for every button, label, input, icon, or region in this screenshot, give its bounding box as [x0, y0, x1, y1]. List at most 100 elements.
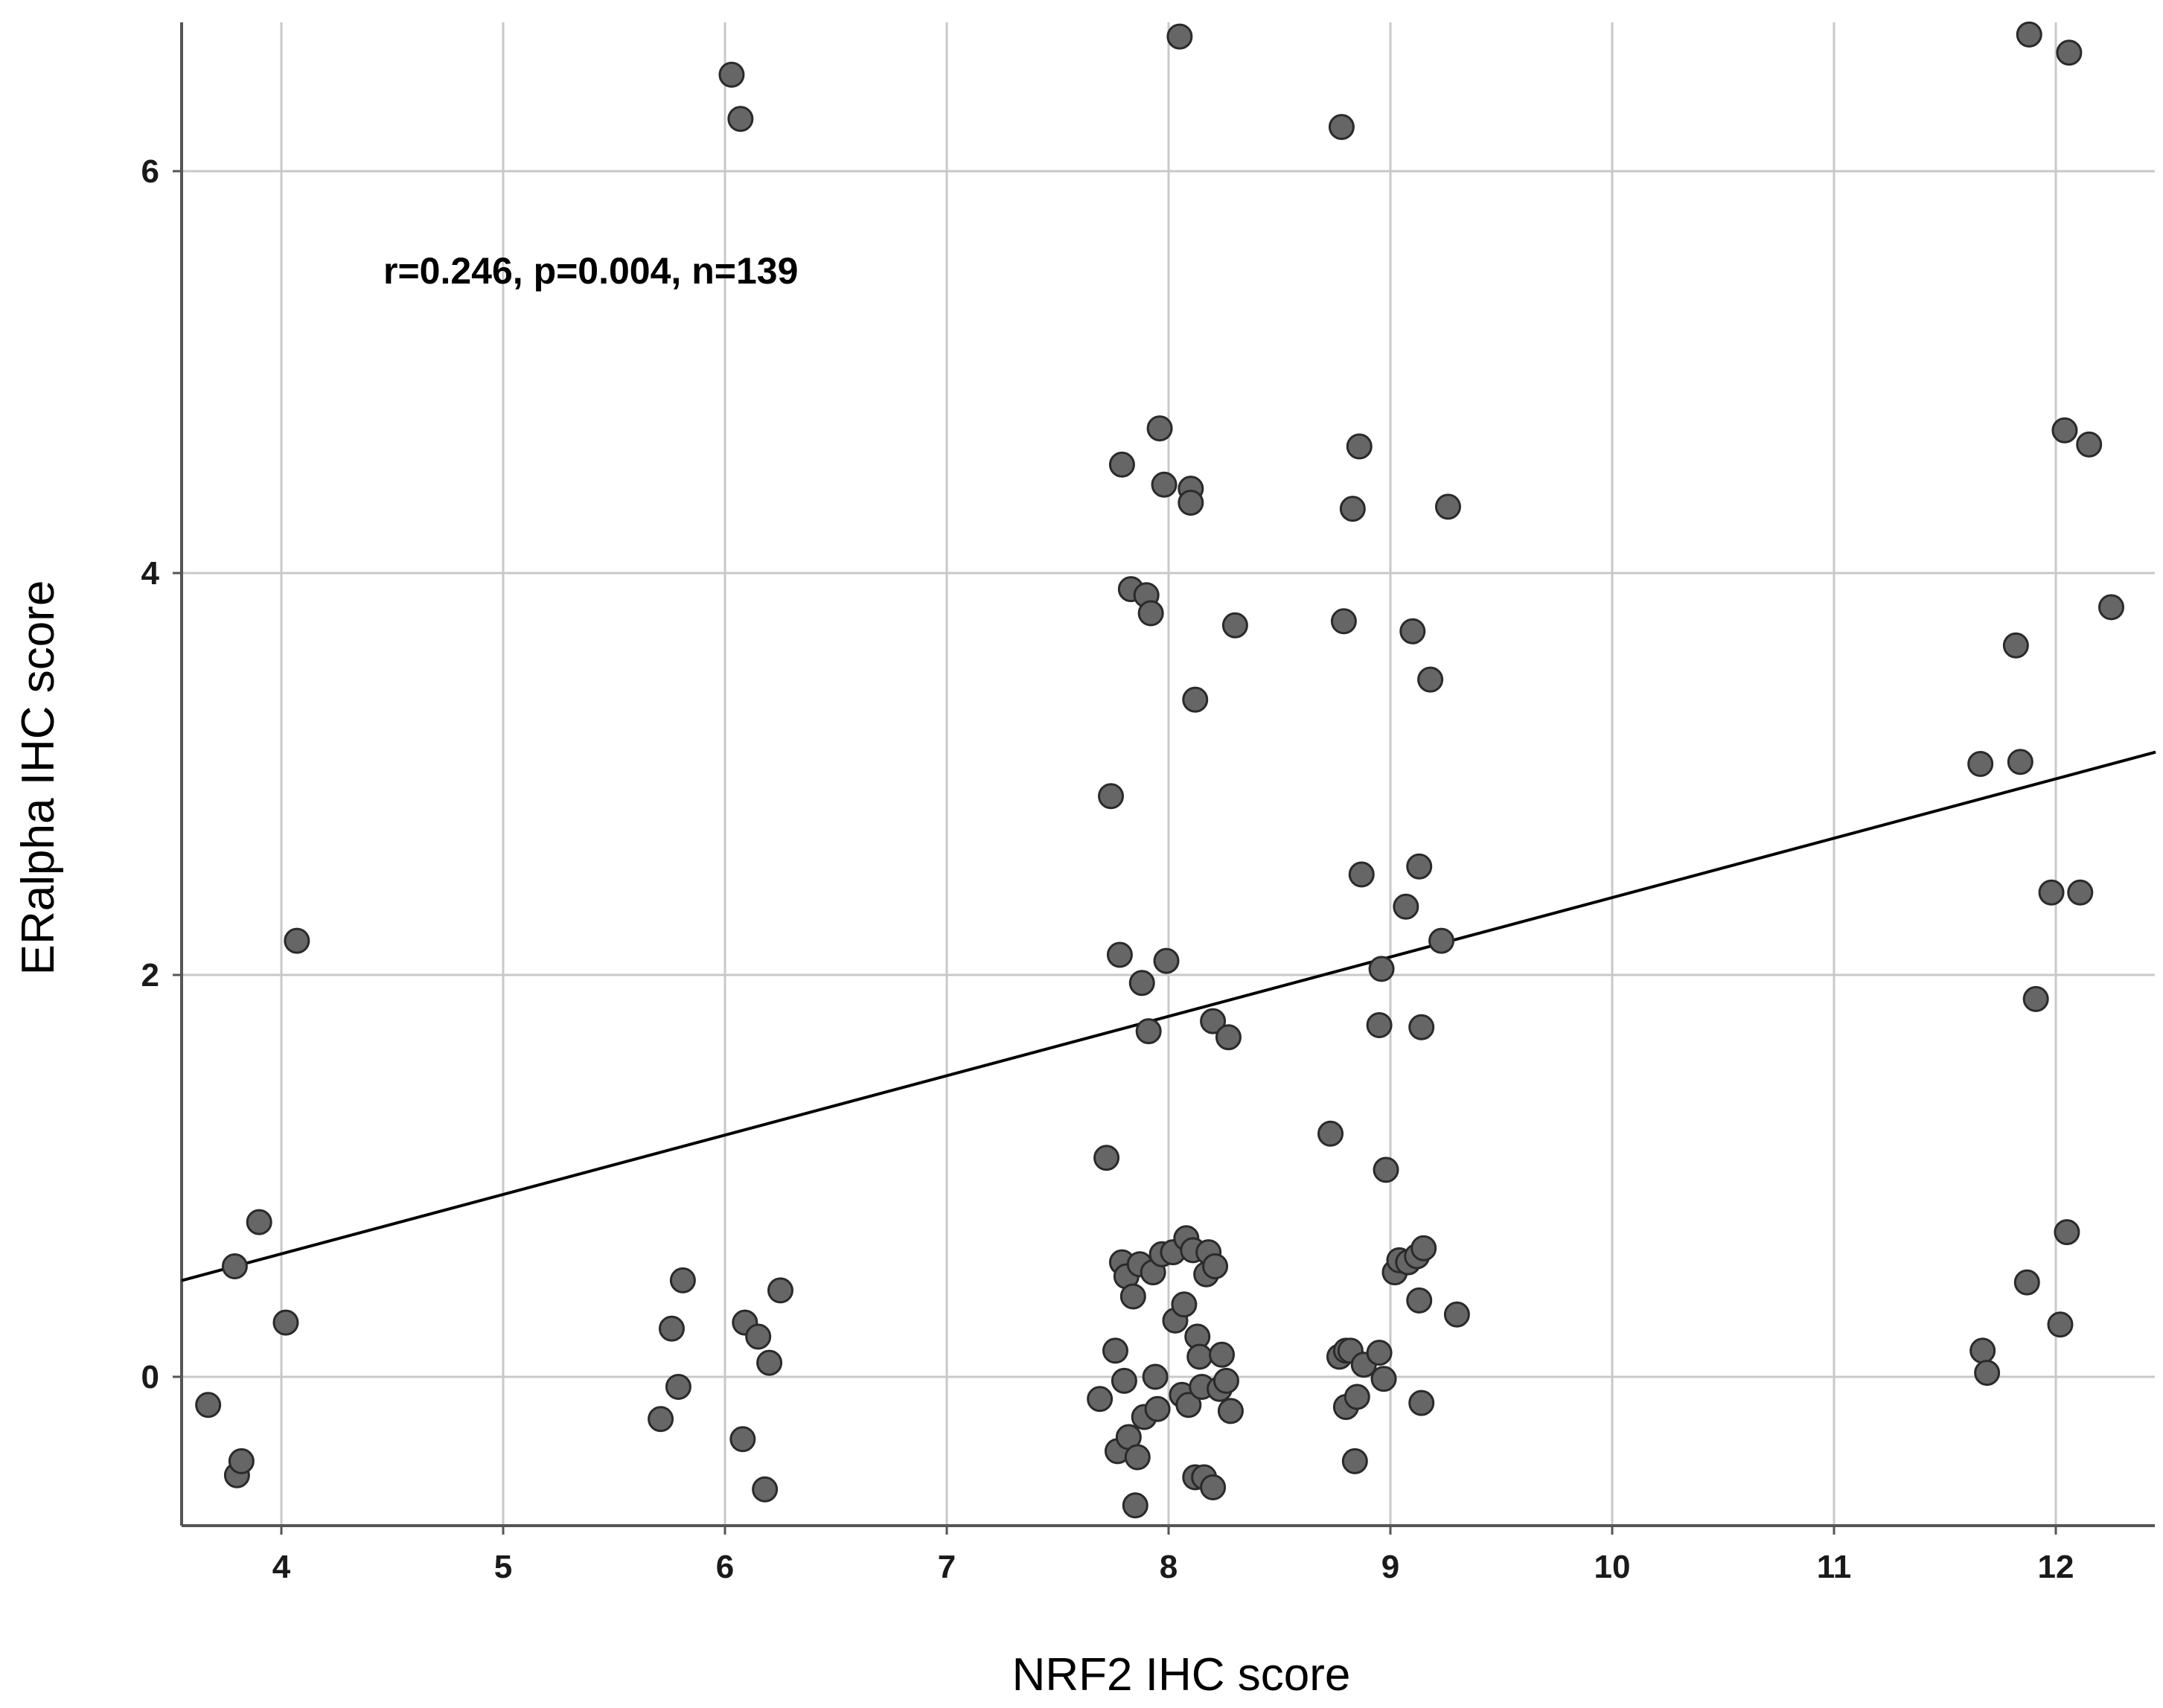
data-point [1221, 612, 1248, 639]
data-point [2022, 985, 2049, 1012]
data-point [1399, 618, 1426, 645]
grid-lines [182, 22, 2155, 1526]
data-point [221, 1253, 248, 1279]
data-point [665, 1374, 691, 1400]
data-point [1200, 1474, 1227, 1500]
data-point [1366, 1340, 1393, 1366]
data-point [648, 1406, 674, 1433]
data-point [1200, 1008, 1227, 1034]
y-tick-label: 2 [141, 957, 159, 994]
data-point [718, 61, 745, 88]
data-point [1122, 1492, 1148, 1519]
data-point [195, 1392, 222, 1418]
data-point [1406, 853, 1433, 880]
data-point [1406, 1287, 1433, 1314]
data-point [228, 1448, 255, 1474]
data-point [1135, 1018, 1162, 1045]
data-point [1178, 490, 1204, 516]
x-tick-label: 9 [1381, 1549, 1399, 1585]
y-tick-label: 0 [141, 1359, 159, 1395]
data-point [1410, 1235, 1437, 1261]
data-point [246, 1209, 272, 1235]
data-point [1974, 1360, 2001, 1386]
data-point [1106, 941, 1133, 968]
data-point [2016, 21, 2042, 48]
x-tick-label: 12 [2038, 1549, 2074, 1585]
data-point [2067, 879, 2094, 906]
data-point [1111, 1367, 1137, 1394]
data-point [1087, 1386, 1114, 1413]
regression-line [181, 750, 2156, 1282]
data-point [727, 106, 754, 132]
axes [173, 22, 2155, 1535]
data-point [2051, 417, 2078, 444]
data-point [1366, 1012, 1393, 1038]
data-point [1215, 1024, 1242, 1051]
data-point [2098, 594, 2124, 621]
data-point [767, 1277, 793, 1304]
data-point [1128, 970, 1155, 997]
data-point [1093, 1145, 1120, 1171]
x-axis-title: NRF2 IHC score [1012, 1649, 1351, 1701]
data-point [284, 927, 310, 954]
y-axis-title: ERalpha IHC score [13, 580, 64, 976]
data-point [1428, 927, 1455, 954]
x-tick-label: 4 [272, 1549, 291, 1585]
x-tick-label: 5 [494, 1549, 512, 1585]
data-point [1108, 451, 1135, 478]
data-point [1202, 1253, 1229, 1279]
data-point [1137, 600, 1164, 627]
data-point [1443, 1301, 1470, 1328]
tick-labels: 456789101112024681012 [141, 153, 2074, 1585]
x-tick-label: 10 [1594, 1549, 1631, 1585]
data-point [1186, 1343, 1213, 1370]
data-point [1153, 947, 1180, 974]
data-point [1098, 783, 1125, 810]
data-point [1341, 1448, 1368, 1474]
data-point [669, 1267, 696, 1293]
data-point [1328, 114, 1355, 141]
data-point [1346, 433, 1373, 460]
data-point [1124, 1444, 1151, 1471]
data-point [756, 1349, 783, 1376]
data-point [1175, 1392, 1202, 1418]
data-point [2007, 749, 2033, 775]
data-point [1119, 1283, 1146, 1310]
data-point [1213, 1367, 1239, 1394]
data-point [1209, 1341, 1236, 1368]
data-point [2002, 632, 2029, 659]
data-point [2047, 1311, 2074, 1338]
data-point [2056, 39, 2083, 66]
data-point [2076, 431, 2103, 458]
data-point [1146, 415, 1173, 442]
data-point [1393, 893, 1419, 920]
data-point [1373, 1157, 1399, 1183]
correlation-annotation: r=0.246, p=0.004, n=139 [383, 250, 798, 292]
data-point [1171, 1291, 1198, 1318]
data-point [1339, 496, 1366, 522]
data-point [1142, 1363, 1169, 1390]
data-point [1348, 861, 1375, 888]
x-tick-label: 6 [716, 1549, 734, 1585]
data-point [1967, 751, 1994, 777]
y-tick-label: 6 [141, 153, 159, 190]
data-point [658, 1315, 685, 1342]
data-point [1370, 1366, 1397, 1392]
data-point [1969, 1337, 1996, 1364]
data-points [195, 21, 2124, 1519]
data-point [1434, 493, 1461, 520]
x-tick-label: 7 [938, 1549, 956, 1585]
data-point [2054, 1219, 2080, 1246]
data-point [1408, 1389, 1435, 1416]
x-tick-label: 8 [1160, 1549, 1178, 1585]
data-point [1408, 1014, 1435, 1040]
data-point [272, 1309, 299, 1336]
data-point [1217, 1398, 1244, 1424]
data-point [1368, 956, 1395, 982]
data-point [729, 1426, 756, 1453]
data-point [1330, 608, 1357, 635]
data-point [1417, 666, 1444, 693]
data-point [1102, 1337, 1128, 1364]
x-tick-label: 11 [1817, 1549, 1852, 1585]
